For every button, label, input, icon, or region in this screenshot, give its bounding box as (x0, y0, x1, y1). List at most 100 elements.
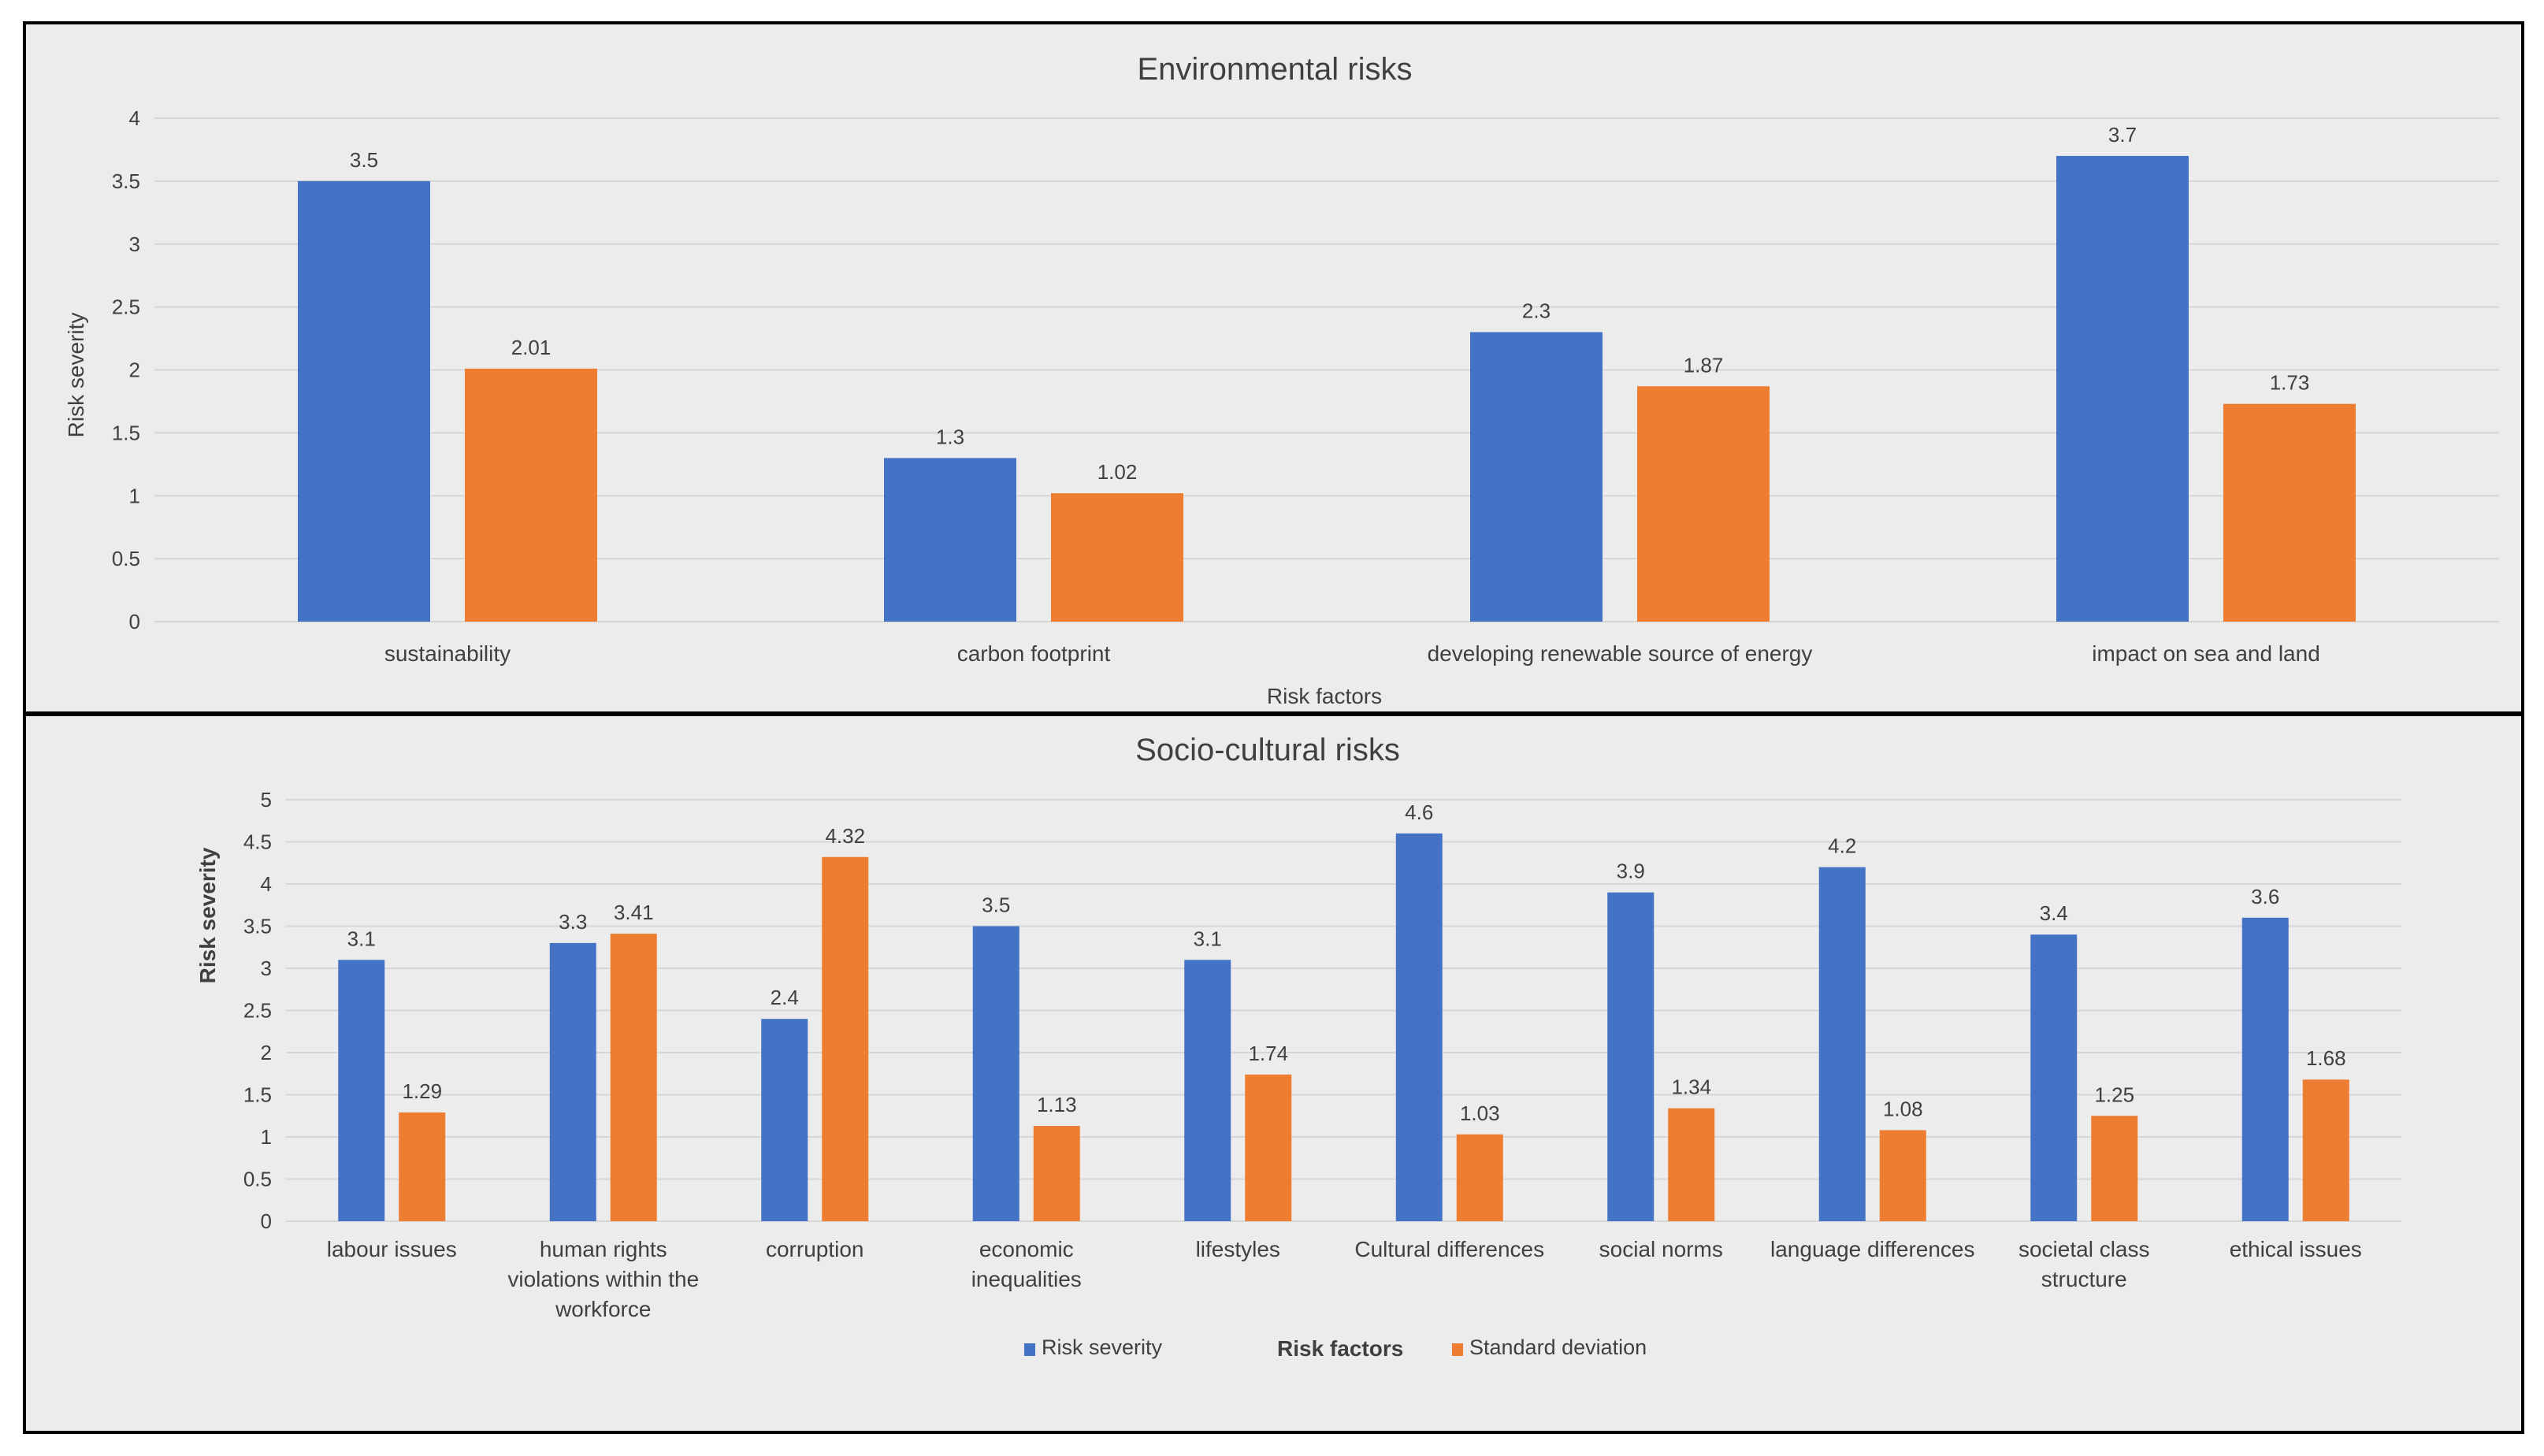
data-label: 1.13 (1037, 1093, 1077, 1116)
x-tick-label: language differences (1770, 1237, 1974, 1261)
standard-deviation-bar (2091, 1116, 2138, 1221)
risk-severity-bar (298, 180, 430, 622)
standard-deviation-bar (1879, 1130, 1926, 1221)
legend-x-axis-label: Risk factors (1277, 1336, 1403, 1361)
standard-deviation-bar (822, 856, 869, 1221)
data-label: 2.4 (771, 986, 799, 1009)
risk-severity-bar (761, 1019, 808, 1221)
data-label: 1.29 (402, 1079, 442, 1103)
risk-severity-bar (338, 960, 385, 1221)
socio-cultural-chart-panel: Socio-cultural risks Risk severity Risk … (23, 715, 2524, 1434)
data-label: 1.34 (1671, 1075, 1711, 1099)
legend-risk-label: Risk severity (1042, 1335, 1163, 1359)
x-tick-label: economic (979, 1237, 1074, 1261)
y-tick-label: 3.5 (112, 169, 140, 193)
standard-deviation-bar (1668, 1108, 1715, 1221)
risk-severity-bar (2056, 155, 2189, 622)
y-tick-label: 2 (129, 358, 140, 382)
data-label: 1.73 (2270, 371, 2310, 395)
x-tick-label: carbon footprint (957, 641, 1111, 666)
x-tick-label: social norms (1599, 1237, 1723, 1261)
risk-severity-bar (549, 942, 596, 1221)
data-label: 3.7 (2108, 123, 2137, 147)
standard-deviation-bar (610, 934, 657, 1221)
y-tick-label: 4.5 (243, 830, 272, 854)
data-label: 3.5 (982, 893, 1010, 917)
risk-severity-bar (1470, 332, 1603, 622)
y-tick-label: 4 (261, 872, 272, 896)
risk-severity-bar (884, 458, 1016, 622)
y-tick-label: 3 (261, 956, 272, 980)
data-label: 4.6 (1405, 800, 1433, 824)
data-label: 4.2 (1828, 834, 1856, 858)
standard-deviation-bar (465, 368, 597, 622)
y-tick-label: 4 (129, 106, 140, 130)
standard-deviation-bar (1456, 1134, 1503, 1221)
risk-severity-bar (1395, 833, 1443, 1221)
y-tick-label: 2 (261, 1041, 272, 1064)
x-tick-label: labour issues (327, 1237, 457, 1261)
x-tick-label: societal class (2018, 1237, 2150, 1261)
standard-deviation-bar (2302, 1079, 2349, 1221)
y-tick-label: 1 (129, 484, 140, 507)
y-axis-label: Risk severity (64, 313, 88, 438)
x-tick-label: Cultural differences (1354, 1237, 1544, 1261)
y-tick-label: 1 (261, 1125, 272, 1149)
data-label: 1.25 (2094, 1083, 2134, 1106)
chart-title: Environmental risks (1137, 52, 1412, 87)
risk-severity-bar (972, 926, 1019, 1221)
y-tick-label: 3.5 (243, 915, 272, 938)
risk-severity-bar (2030, 934, 2078, 1221)
standard-deviation-bar (1051, 493, 1183, 622)
environmental-chart-panel: Environmental risks Risk factors Risk se… (23, 21, 2524, 715)
data-label: 2.3 (1522, 299, 1551, 323)
data-label: 3.3 (559, 910, 587, 934)
x-tick-label: workforce (555, 1297, 651, 1321)
risk-severity-bar (1818, 867, 1866, 1221)
standard-deviation-bar (1033, 1126, 1080, 1221)
legend-std-swatch (1452, 1343, 1463, 1356)
data-label: 1.03 (1460, 1101, 1500, 1125)
standard-deviation-bar (2223, 403, 2356, 622)
risk-severity-bar (1607, 892, 1655, 1221)
legend-risk-swatch (1024, 1343, 1035, 1356)
y-tick-label: 0 (261, 1209, 272, 1233)
data-label: 1.02 (1097, 460, 1138, 484)
y-tick-label: 1.5 (112, 421, 140, 444)
y-tick-label: 0.5 (243, 1168, 272, 1191)
data-label: 3.1 (347, 927, 376, 950)
x-tick-label: ethical issues (2230, 1237, 2362, 1261)
data-label: 3.5 (350, 148, 378, 172)
x-tick-label: sustainability (384, 641, 511, 666)
data-label: 1.3 (936, 425, 964, 448)
standard-deviation-bar (1637, 386, 1770, 622)
data-label: 3.4 (2040, 901, 2068, 925)
data-label: 3.6 (2251, 885, 2279, 908)
socio-cultural-chart: Socio-cultural risks Risk severity Risk … (195, 733, 2401, 1361)
data-label: 3.9 (1617, 860, 1645, 883)
x-axis-label: Risk factors (1267, 684, 1382, 708)
y-tick-label: 3 (129, 232, 140, 256)
environmental-chart: Environmental risks Risk factors Risk se… (64, 52, 2499, 708)
y-tick-label: 2.5 (243, 999, 272, 1023)
x-tick-label: lifestyles (1196, 1237, 1280, 1261)
x-tick-label: inequalities (971, 1267, 1082, 1291)
standard-deviation-bar (1245, 1074, 1292, 1221)
data-label: 1.68 (2306, 1046, 2346, 1070)
y-tick-label: 0 (129, 610, 140, 633)
x-tick-label: human rights (540, 1237, 667, 1261)
x-tick-label: developing renewable source of energy (1428, 641, 1813, 666)
x-tick-label: corruption (766, 1237, 864, 1261)
x-tick-label: violations within the (507, 1267, 699, 1291)
risk-severity-bar (2241, 917, 2289, 1221)
chart-title: Socio-cultural risks (1135, 733, 1400, 767)
y-tick-label: 5 (261, 788, 272, 812)
data-label: 4.32 (825, 824, 865, 848)
y-tick-label: 2.5 (112, 295, 140, 319)
data-label: 3.41 (614, 901, 654, 924)
data-label: 1.08 (1883, 1097, 1923, 1120)
data-label: 3.1 (1194, 927, 1222, 950)
data-label: 1.74 (1248, 1042, 1288, 1065)
standard-deviation-bar (399, 1112, 446, 1221)
data-label: 2.01 (511, 336, 552, 359)
